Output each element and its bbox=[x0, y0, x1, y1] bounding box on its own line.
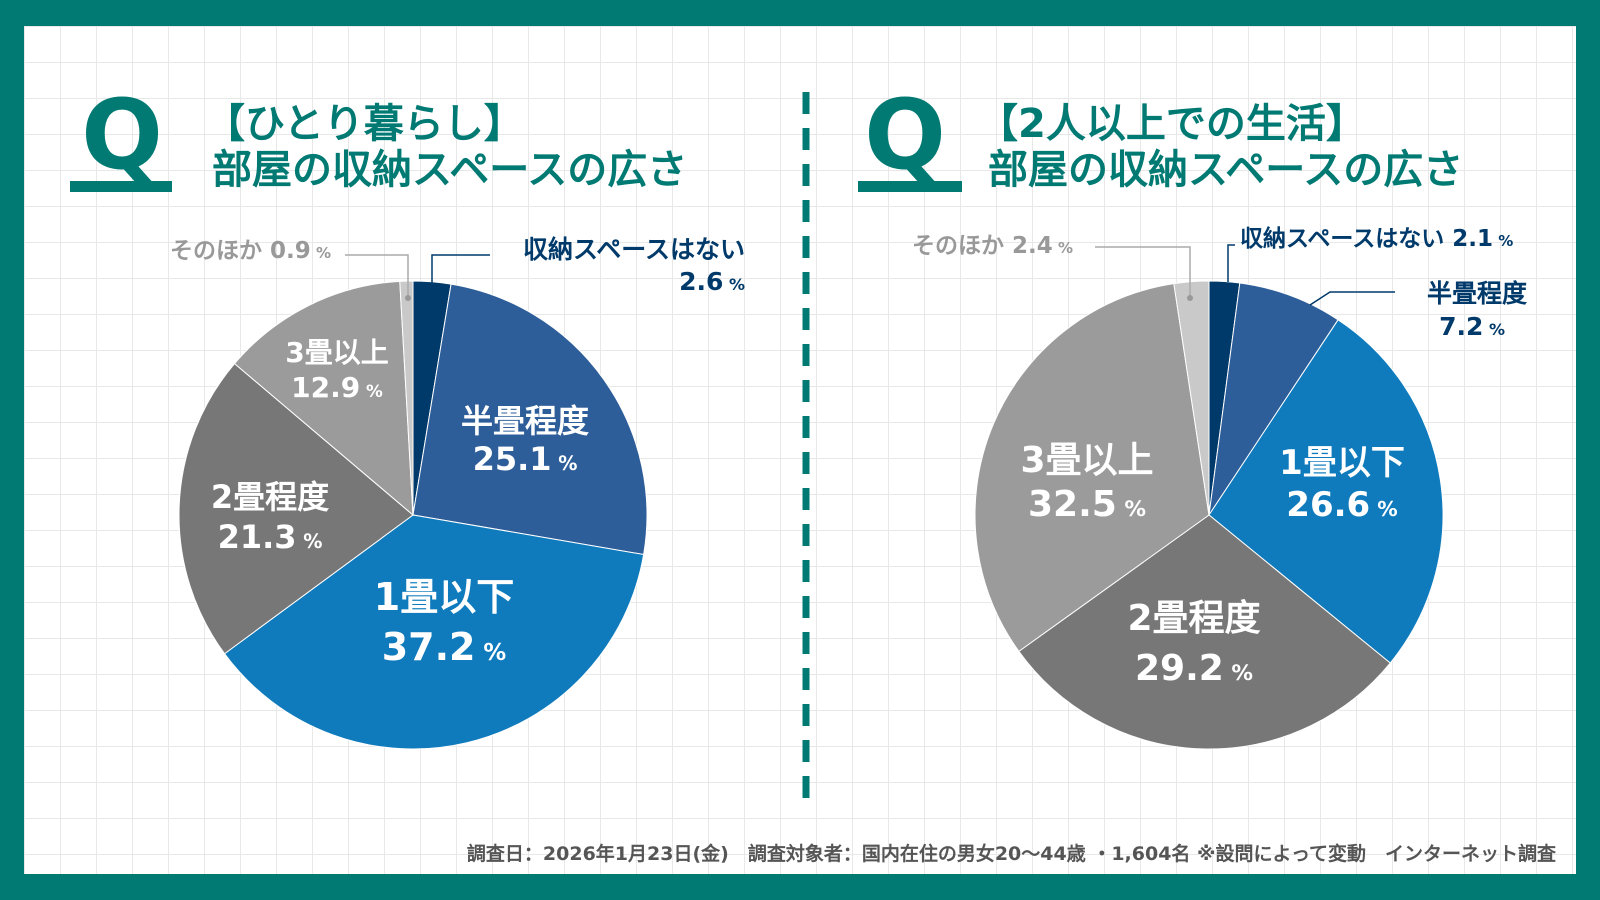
svg-text:Q: Q bbox=[864, 79, 946, 191]
slice-value: 26.6 % bbox=[1286, 485, 1397, 525]
left-title-line2: 部屋の収納スペースの広さ bbox=[212, 147, 687, 193]
leader-line bbox=[345, 254, 409, 298]
slice-value: 21.3 % bbox=[218, 518, 323, 556]
slice-label: 2畳程度 bbox=[1127, 598, 1260, 639]
leader-line bbox=[1309, 291, 1395, 306]
pie-slice bbox=[223, 514, 645, 750]
pie-slice bbox=[1018, 514, 1391, 750]
slice-label: 収納スペースはない bbox=[523, 235, 745, 264]
slice-value: 2.6 % bbox=[679, 267, 745, 296]
right-title-line2: 部屋の収納スペースの広さ bbox=[988, 147, 1463, 193]
slice-label: 1畳以下 bbox=[1279, 443, 1405, 483]
slice-label: 3畳以上 bbox=[285, 336, 388, 369]
footer-note: 調査日：2026年1月23日(金) 調査対象者：国内在住の男女20〜44歳 ・1… bbox=[467, 842, 1557, 865]
left-title-line1: 【ひとり暮らし】 bbox=[205, 101, 524, 147]
leader-dot bbox=[405, 295, 411, 301]
leader-line bbox=[1095, 246, 1191, 298]
slice-value: 7.2 % bbox=[1439, 312, 1505, 341]
slice-label: 2畳程度 bbox=[211, 478, 329, 516]
pie-slice bbox=[1208, 282, 1339, 516]
slice-label: 3畳以上 bbox=[1020, 440, 1153, 481]
pie-slice bbox=[1208, 319, 1444, 664]
slice-label: 半畳程度 bbox=[461, 402, 589, 440]
slice-label: 収納スペースはない 2.1 % bbox=[1240, 225, 1513, 252]
q-letter-icon: Q bbox=[858, 79, 962, 192]
pie-slice bbox=[233, 280, 414, 517]
pie-slice bbox=[974, 283, 1210, 653]
slice-label: そのほか 2.4 % bbox=[912, 233, 1073, 259]
pie-slice bbox=[412, 283, 648, 556]
right-title-line1: 【2人以上での生活】 bbox=[978, 101, 1366, 147]
leader-line bbox=[1227, 244, 1235, 282]
pie-slice bbox=[178, 362, 414, 655]
leader-dot bbox=[1187, 295, 1193, 301]
slice-label: 半畳程度 bbox=[1427, 279, 1527, 308]
q-letter-icon: Q bbox=[70, 79, 172, 192]
slice-value: 37.2 % bbox=[382, 625, 507, 669]
slice-label: そのほか 0.9 % bbox=[170, 238, 331, 264]
pie-slice bbox=[1173, 280, 1210, 516]
pie-slice bbox=[399, 280, 414, 516]
slice-label: 1畳以下 bbox=[374, 575, 514, 619]
leader-line bbox=[431, 254, 490, 290]
svg-text:Q: Q bbox=[81, 79, 163, 191]
